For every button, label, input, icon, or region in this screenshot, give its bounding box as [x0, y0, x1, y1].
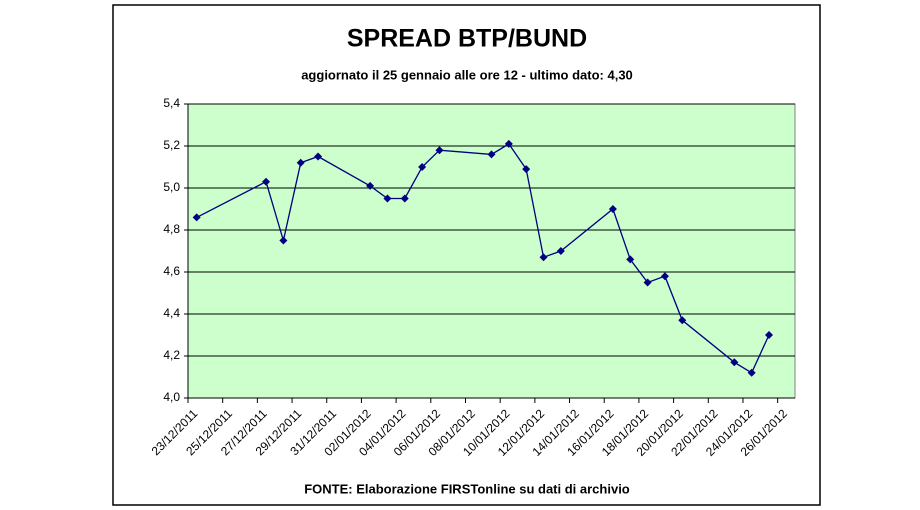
source-note: FONTE: Elaborazione FIRSTonline su dati …: [304, 481, 630, 496]
y-tick-label: 4,2: [163, 348, 180, 362]
data-point: [660, 272, 669, 281]
data-point: [314, 152, 323, 161]
data-point: [556, 247, 565, 255]
data-point: [366, 181, 375, 190]
plot-area: [187, 103, 796, 399]
data-point: [487, 150, 496, 159]
data-point: [678, 316, 687, 325]
data-point: [626, 255, 635, 264]
data-point: [383, 194, 392, 203]
y-tick-label: 4,8: [163, 222, 180, 236]
y-tick-label: 5,0: [163, 180, 180, 194]
data-point: [504, 139, 513, 148]
chart-title: SPREAD BTP/BUND: [347, 25, 587, 53]
chart-subtitle: aggiornato il 25 gennaio alle ore 12 - u…: [301, 67, 633, 82]
data-point: [262, 177, 271, 186]
data-point: [539, 253, 548, 262]
data-point: [435, 146, 444, 155]
y-tick-label: 5,2: [163, 138, 180, 152]
data-point: [400, 194, 409, 203]
data-point: [418, 163, 427, 171]
data-point: [522, 165, 531, 174]
y-tick-label: 5,4: [163, 96, 180, 110]
data-point: [608, 205, 617, 213]
y-tick-label: 4,0: [163, 390, 180, 404]
data-point: [192, 213, 201, 222]
data-point: [764, 331, 773, 339]
data-point: [296, 158, 305, 167]
data-point: [279, 236, 288, 245]
data-point: [747, 368, 756, 377]
y-tick-label: 4,6: [163, 264, 180, 278]
data-point: [730, 358, 739, 367]
y-tick-label: 4,4: [163, 306, 180, 320]
data-point: [643, 278, 652, 287]
